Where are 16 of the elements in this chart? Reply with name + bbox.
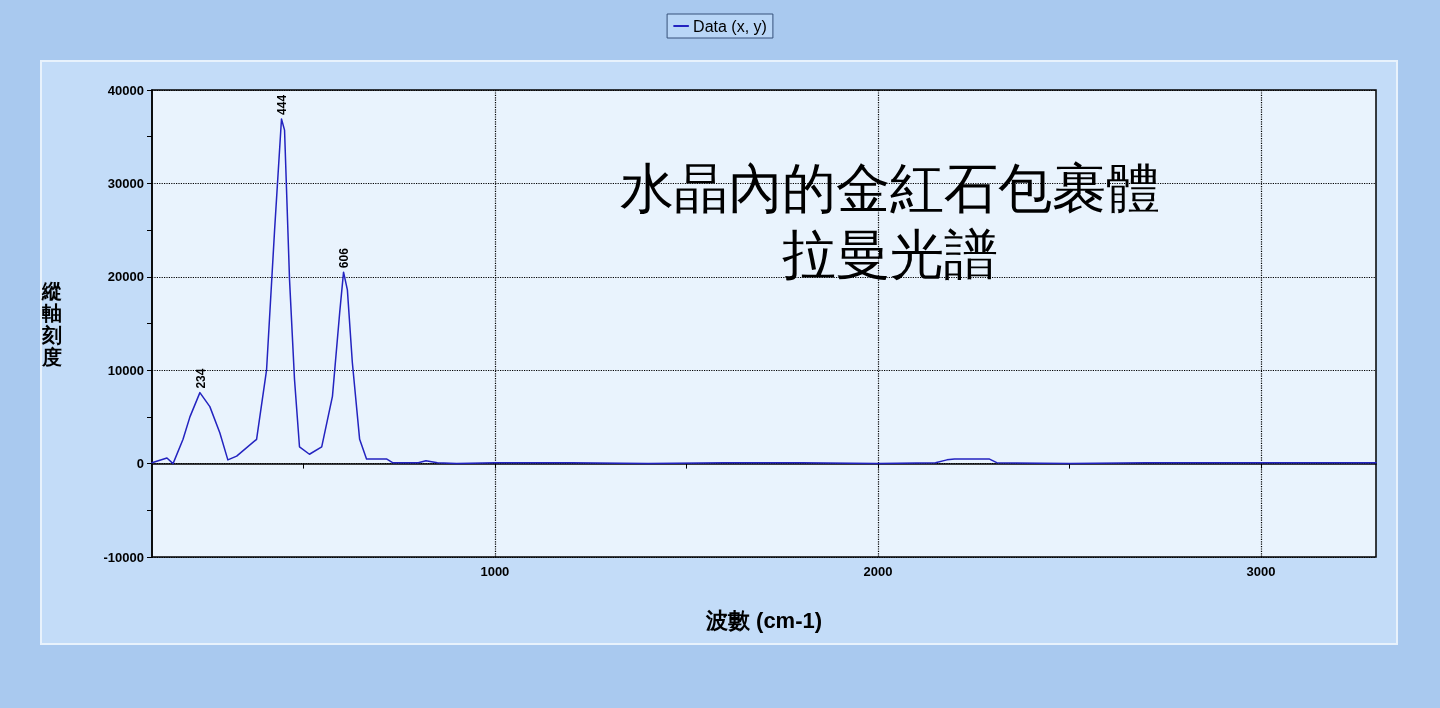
x-tick-label: 2000: [863, 564, 893, 579]
annotation: 444: [274, 94, 289, 115]
y-tick-label: 30000: [107, 175, 144, 191]
y-tick-label: 40000: [107, 82, 144, 98]
x-tick-label: 1000: [480, 564, 510, 579]
x-axis-title: 波數 (cm-1): [704, 607, 823, 633]
y-tick-label: -10000: [103, 549, 144, 565]
y-tick-label: 10000: [107, 362, 144, 378]
legend-label: Data (x, y): [693, 17, 767, 35]
x-tick-label: 3000: [1246, 564, 1276, 579]
y-tick-label: 20000: [107, 269, 144, 285]
annotation: 234: [194, 368, 209, 389]
y-tick-label: 0: [136, 456, 144, 472]
y-axis-title: 縱軸刻度: [41, 278, 62, 369]
text: 水晶內的金紅石包裹體拉曼光譜: [620, 156, 1160, 286]
annotation: 606: [336, 247, 351, 269]
